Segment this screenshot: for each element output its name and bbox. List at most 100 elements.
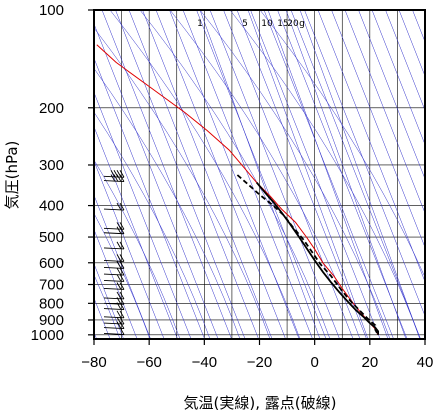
x-tick-label: −60 — [136, 354, 161, 371]
wind-barb-flag — [116, 282, 122, 290]
x-axis-ticks: −80 −60 −40 −20 0 20 40 — [81, 339, 433, 371]
wind-barb-flag — [119, 222, 125, 230]
mixing-ratio-label: 5 — [242, 19, 248, 29]
wind-barb-flag — [116, 261, 122, 269]
mixing-ratio-label: 20 — [287, 19, 299, 29]
y-tick-label: 500 — [39, 229, 64, 246]
mixing-ratio-label: 15 — [277, 19, 288, 29]
diagonal-blue-line — [115, 10, 246, 339]
mixing-ratio-line — [247, 10, 369, 339]
diagonal-blue-line — [412, 10, 425, 43]
diagonal-blue-line — [94, 263, 124, 339]
wind-barb-flag — [119, 174, 125, 182]
wind-barb-flag — [116, 267, 122, 276]
diagonal-blue-line — [142, 10, 273, 339]
diagonal-blue-line — [169, 10, 300, 339]
adiabat-line — [229, 10, 421, 339]
wind-barb-flag — [110, 174, 116, 182]
diagonal-blue-line — [94, 91, 192, 339]
diagonal-blue-line — [0, 10, 2, 339]
wind-barb-flag — [116, 170, 122, 178]
wind-barb-flag — [119, 282, 125, 290]
diagonal-blue-line — [290, 10, 421, 339]
diagonal-blue-line — [155, 10, 286, 339]
mixing-ratio-label: 1 — [197, 19, 203, 29]
adiabat-line — [139, 10, 331, 339]
diagonal-blue-line — [250, 10, 381, 339]
x-axis-title: 気温(実線), 露点(破線) — [184, 394, 337, 412]
diagonal-blue-line — [344, 10, 425, 214]
wind-barbs — [103, 170, 125, 335]
wind-barb-flag — [119, 297, 125, 305]
wind-barb-flag — [116, 310, 122, 319]
wind-barb-flag — [119, 202, 125, 211]
diagonal-blue-line — [94, 57, 205, 339]
x-tick-label: −20 — [247, 354, 272, 371]
diagonal-blue-line — [182, 10, 313, 339]
y-tick-label: 300 — [39, 157, 64, 174]
diagonal-blue-line — [358, 10, 425, 180]
y-tick-label: 1000 — [31, 327, 64, 344]
wind-barb-flag — [113, 174, 119, 182]
diagonal-blue-line — [263, 10, 394, 339]
diagonal-blue-line — [371, 10, 425, 146]
x-tick-label: 40 — [417, 354, 434, 371]
diagonal-blue-line — [426, 10, 435, 339]
series-line-1 — [256, 182, 379, 335]
diagonal-blue-line — [101, 10, 232, 339]
sounding-series — [96, 44, 379, 336]
wind-barb-flag — [119, 321, 125, 329]
adiabat-line — [94, 159, 181, 339]
y-axis-title: 気圧(hPa) — [3, 141, 21, 210]
diagonal-blue-line — [304, 10, 425, 317]
diagonal-blue-line — [223, 10, 354, 339]
wind-barb-flag — [119, 274, 125, 282]
y-tick-label: 800 — [39, 295, 64, 312]
wind-barb-flag — [119, 241, 125, 250]
x-tick-label: 20 — [361, 354, 378, 371]
y-tick-label: 600 — [39, 255, 64, 272]
x-tick-label: 0 — [310, 354, 318, 371]
x-tick-label: −80 — [81, 354, 106, 371]
diagonal-blue-line — [94, 228, 138, 339]
wind-barb-flag — [116, 241, 122, 250]
adiabat-line — [259, 10, 425, 278]
wind-barb-flag — [119, 226, 125, 234]
diagonal-blue-line — [196, 10, 327, 339]
x-tick-label: −40 — [192, 354, 217, 371]
adiabat-line — [109, 10, 301, 339]
y-tick-label: 900 — [39, 312, 64, 329]
mixing-ratio-line — [199, 10, 321, 339]
wind-barb-flag — [119, 291, 125, 300]
y-tick-label: 700 — [39, 277, 64, 294]
wind-barb-flag — [119, 302, 125, 310]
wind-barb-flag — [119, 316, 125, 325]
diagonal-blue-line — [236, 10, 367, 339]
wind-barb-flag — [119, 254, 125, 262]
wind-barb-flag — [116, 202, 122, 211]
wind-barb-flag — [110, 170, 116, 178]
diagonal-blue-line — [209, 10, 340, 339]
adiabat-line — [94, 27, 271, 339]
y-tick-label: 200 — [39, 100, 64, 117]
wind-barb-shaft — [103, 332, 125, 335]
adiabat-line — [94, 212, 151, 339]
diagonal-blue-line — [331, 10, 425, 249]
diagonal-blue-line — [94, 194, 151, 339]
wind-barb-flag — [113, 170, 119, 178]
mixing-ratio-label: 10 — [261, 19, 273, 29]
diagonal-blue-line — [94, 160, 165, 339]
diagonal-blue-line — [398, 10, 425, 77]
wind-barb-flag — [116, 226, 122, 234]
mixing-ratio-label: g — [299, 19, 305, 29]
adiabat-line — [199, 10, 391, 339]
wind-barb-flag — [116, 254, 122, 262]
diagonal-blue-line — [94, 23, 219, 339]
mixing-ratio-line — [285, 10, 407, 339]
diagonal-blue-line — [385, 10, 425, 111]
wind-barb-flag — [119, 327, 125, 335]
